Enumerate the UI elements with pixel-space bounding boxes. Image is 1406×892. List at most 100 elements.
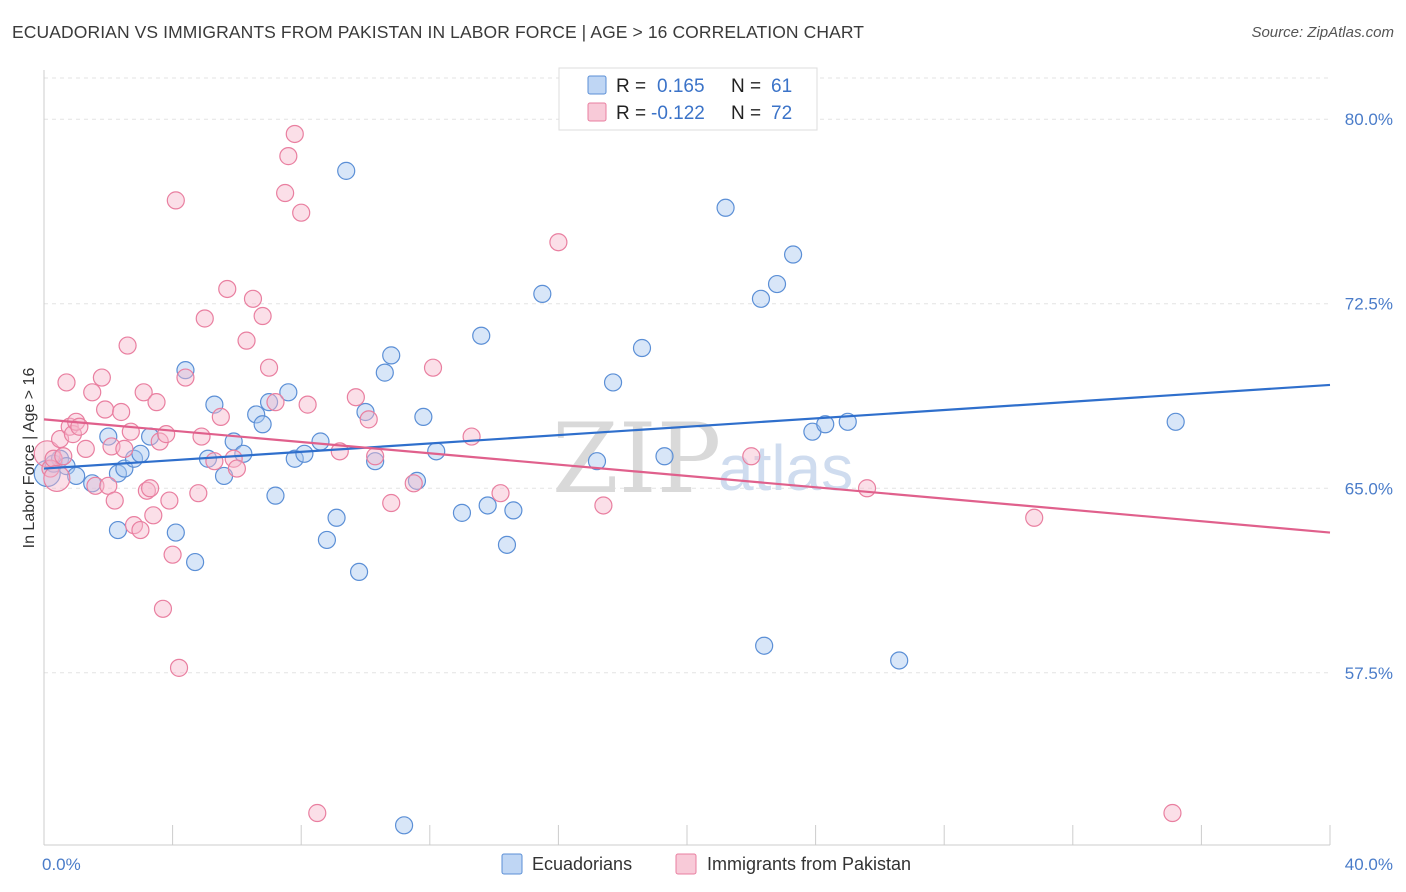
- data-point: [105, 491, 124, 510]
- data-point: [108, 520, 128, 540]
- data-point: [43, 464, 71, 493]
- legend-n-label: N =: [731, 76, 761, 97]
- data-point: [147, 393, 166, 412]
- data-point: [259, 393, 279, 412]
- y-tick-label: 57.5%: [1345, 664, 1393, 683]
- data-point: [632, 338, 652, 358]
- legend-n-label: N =: [731, 103, 761, 124]
- data-point: [414, 407, 433, 427]
- data-point: [192, 427, 211, 446]
- data-point: [742, 447, 761, 466]
- data-point: [491, 484, 510, 503]
- data-point: [95, 400, 115, 419]
- legend-label-ecuadorians: Ecuadorians: [532, 854, 632, 874]
- data-point: [205, 452, 224, 471]
- data-point: [176, 361, 195, 380]
- data-point: [452, 503, 472, 522]
- data-point: [137, 481, 156, 500]
- data-point: [394, 816, 414, 835]
- legend-r-label: R =: [616, 103, 646, 124]
- series-pakistan: [33, 124, 1182, 823]
- data-point: [253, 306, 272, 326]
- data-point: [112, 402, 131, 422]
- data-point: [404, 474, 423, 493]
- data-point: [153, 599, 173, 618]
- data-point: [83, 383, 102, 402]
- data-point: [311, 432, 330, 451]
- data-point: [359, 410, 378, 429]
- data-point: [751, 289, 771, 308]
- data-point: [407, 471, 427, 490]
- data-point: [462, 427, 481, 446]
- data-point: [189, 484, 208, 503]
- data-point: [118, 336, 137, 355]
- data-point: [224, 449, 243, 468]
- data-point: [349, 562, 369, 582]
- chart-source: Source: ZipAtlas.com: [1251, 24, 1394, 41]
- data-point: [308, 803, 327, 823]
- series-layer: [33, 124, 1185, 835]
- x-tick-label: 40.0%: [1345, 855, 1393, 874]
- data-point: [366, 447, 385, 466]
- data-point: [755, 636, 774, 655]
- legend-swatch-pakistan: [587, 102, 607, 122]
- data-point: [427, 442, 446, 461]
- data-point: [157, 425, 176, 444]
- data-point: [243, 289, 263, 308]
- data-point: [478, 496, 497, 515]
- data-point: [131, 520, 150, 540]
- data-point: [166, 523, 185, 542]
- data-point: [346, 388, 365, 407]
- legend-swatch-ecuadorians: [587, 75, 607, 95]
- data-point: [70, 417, 89, 436]
- data-point: [279, 147, 298, 166]
- data-point: [144, 506, 163, 525]
- data-point: [292, 203, 311, 222]
- data-point: [603, 373, 623, 392]
- data-point: [382, 346, 401, 365]
- data-point: [76, 439, 95, 458]
- legend-n-value: 72: [771, 103, 792, 124]
- data-point: [549, 233, 568, 252]
- data-point: [816, 415, 835, 434]
- data-point: [279, 383, 298, 402]
- data-point: [253, 415, 272, 434]
- legend-top: R = 0.165 N = 61 R = -0.122 N = 72: [558, 67, 818, 131]
- data-point: [163, 545, 182, 564]
- data-point: [259, 358, 279, 377]
- data-point: [423, 358, 443, 377]
- data-point: [266, 393, 285, 412]
- data-point: [1025, 508, 1044, 527]
- data-point: [587, 452, 607, 471]
- data-point: [176, 368, 195, 387]
- data-point: [166, 191, 185, 210]
- y-axis-title: In Labor Force | Age > 16: [21, 368, 38, 549]
- x-tick-label: 0.0%: [42, 855, 81, 874]
- legend-swatch-ecuadorians: [501, 853, 523, 875]
- data-point: [54, 447, 73, 466]
- data-point: [276, 183, 295, 203]
- trend-line-pakistan: [43, 418, 1331, 534]
- y-tick-label: 80.0%: [1345, 110, 1393, 129]
- legend-bottom: Ecuadorians Immigrants from Pakistan: [501, 853, 911, 875]
- data-point: [86, 476, 105, 495]
- y-tick-label: 72.5%: [1345, 295, 1393, 314]
- data-point: [195, 309, 214, 328]
- data-point: [497, 535, 517, 554]
- data-point: [57, 373, 76, 392]
- data-point: [99, 427, 118, 446]
- x-tick-labels: 0.0% 40.0%: [42, 855, 1393, 874]
- y-tick-labels: 57.5% 65.0% 72.5% 80.0%: [1345, 110, 1393, 683]
- data-point: [285, 124, 304, 144]
- data-point: [375, 363, 394, 382]
- data-point: [594, 496, 613, 515]
- watermark-atlas: atlas: [718, 432, 853, 504]
- data-point: [211, 407, 230, 427]
- data-point: [218, 279, 237, 299]
- data-point: [327, 508, 346, 527]
- data-point: [1163, 803, 1182, 823]
- data-point: [134, 383, 153, 402]
- watermark-zip: ZIP: [552, 403, 721, 515]
- data-point: [131, 444, 150, 463]
- data-point: [382, 493, 401, 513]
